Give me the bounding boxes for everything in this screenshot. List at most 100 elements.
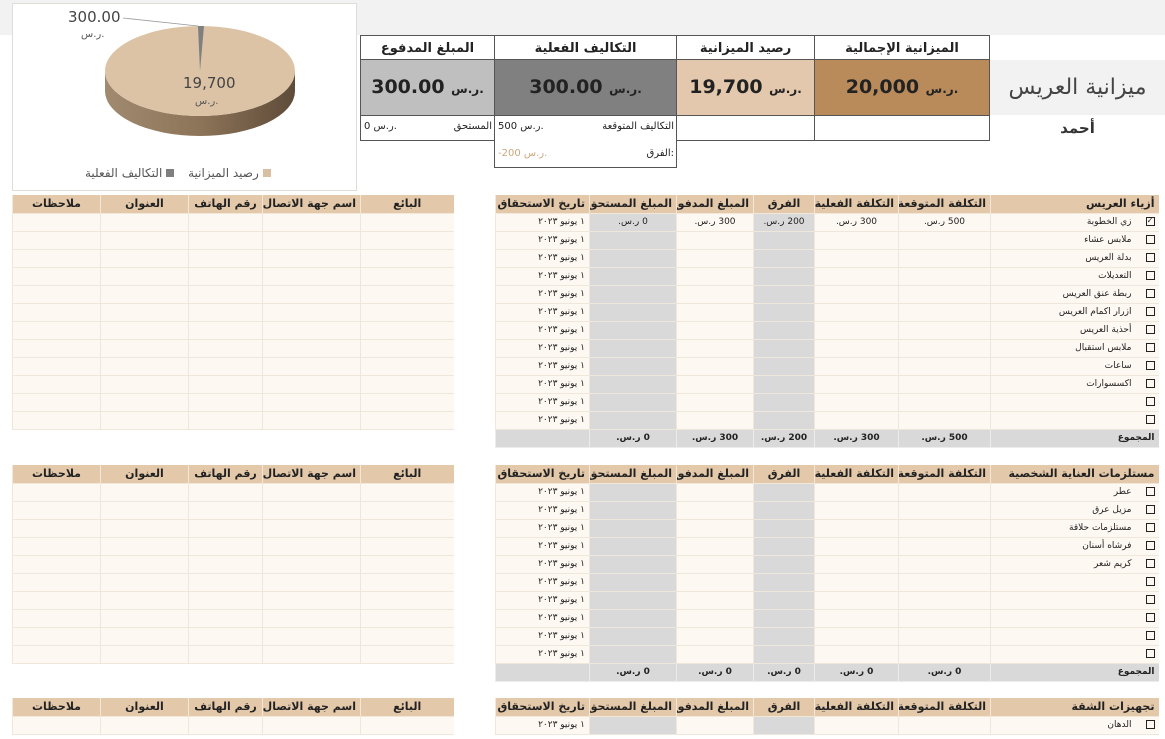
owner-name[interactable]: أحمد (1060, 119, 1095, 137)
vendor-cell[interactable] (262, 393, 361, 412)
vendor-cell[interactable] (188, 609, 263, 628)
vendor-cell[interactable] (100, 231, 189, 250)
vendor-cell[interactable] (100, 375, 189, 394)
vendor-cell[interactable] (12, 627, 101, 646)
item-cell[interactable] (990, 411, 1159, 430)
expected-cell[interactable] (898, 519, 991, 538)
diff-cell[interactable] (753, 357, 815, 376)
vendor-cell[interactable] (262, 231, 361, 250)
vendor-cell[interactable] (262, 411, 361, 430)
item-cell[interactable] (990, 591, 1159, 610)
actual-cell[interactable] (814, 393, 899, 412)
vendor-cell[interactable] (100, 411, 189, 430)
vendor-cell[interactable] (188, 519, 263, 538)
vendor-cell[interactable] (100, 519, 189, 538)
vendor-cell[interactable] (188, 483, 263, 502)
vendor-cell[interactable] (12, 555, 101, 574)
expected-cell[interactable] (898, 393, 991, 412)
checkbox[interactable] (1145, 289, 1155, 298)
vendor-cell[interactable] (360, 591, 454, 610)
diff-cell[interactable] (753, 555, 815, 574)
vendor-cell[interactable] (262, 249, 361, 268)
diff-cell[interactable] (753, 231, 815, 250)
diff-cell[interactable] (753, 591, 815, 610)
vendor-cell[interactable] (262, 716, 361, 735)
vendor-cell[interactable] (12, 375, 101, 394)
expected-cell[interactable] (898, 231, 991, 250)
vendor-cell[interactable] (12, 285, 101, 304)
vendor-cell[interactable] (100, 573, 189, 592)
vendor-cell[interactable] (188, 555, 263, 574)
vendor-cell[interactable] (188, 231, 263, 250)
paid-cell[interactable] (676, 303, 754, 322)
paid-cell[interactable] (676, 285, 754, 304)
actual-cell[interactable] (814, 357, 899, 376)
vendor-cell[interactable] (360, 716, 454, 735)
vendor-cell[interactable] (262, 591, 361, 610)
vendor-cell[interactable] (12, 645, 101, 664)
date-cell[interactable]: ١ يونيو ٢٠٢٣ (495, 339, 590, 358)
vendor-cell[interactable] (360, 483, 454, 502)
vendor-cell[interactable] (262, 555, 361, 574)
date-cell[interactable]: ١ يونيو ٢٠٢٣ (495, 573, 590, 592)
item-cell[interactable] (990, 645, 1159, 664)
checkbox[interactable] (1145, 595, 1155, 604)
vendor-cell[interactable] (360, 519, 454, 538)
diff-cell[interactable] (753, 285, 815, 304)
diff-cell[interactable] (753, 393, 815, 412)
vendor-cell[interactable] (262, 627, 361, 646)
expected-cell[interactable] (898, 573, 991, 592)
due-cell[interactable] (589, 645, 677, 664)
vendor-cell[interactable] (360, 501, 454, 520)
vendor-cell[interactable] (100, 591, 189, 610)
checkbox[interactable] (1145, 613, 1155, 622)
vendor-cell[interactable] (100, 357, 189, 376)
checkbox[interactable] (1145, 541, 1155, 550)
paid-cell[interactable] (676, 411, 754, 430)
actual-cell[interactable] (814, 321, 899, 340)
actual-cell[interactable] (814, 303, 899, 322)
diff-cell[interactable] (753, 627, 815, 646)
expected-cell[interactable] (898, 249, 991, 268)
expected-cell[interactable] (898, 339, 991, 358)
checkbox[interactable] (1145, 325, 1155, 334)
actual-cell[interactable] (814, 591, 899, 610)
vendor-cell[interactable] (360, 645, 454, 664)
due-cell[interactable] (589, 591, 677, 610)
vendor-cell[interactable] (262, 645, 361, 664)
vendor-cell[interactable] (188, 267, 263, 286)
item-cell[interactable]: بدلة العريس (990, 249, 1159, 268)
paid-cell[interactable] (676, 393, 754, 412)
vendor-cell[interactable] (12, 321, 101, 340)
due-cell[interactable] (589, 249, 677, 268)
actual-cell[interactable] (814, 609, 899, 628)
vendor-cell[interactable] (188, 627, 263, 646)
vendor-cell[interactable] (262, 321, 361, 340)
vendor-cell[interactable] (12, 537, 101, 556)
due-cell[interactable] (589, 303, 677, 322)
due-cell[interactable] (589, 357, 677, 376)
paid-cell[interactable] (676, 339, 754, 358)
vendor-cell[interactable] (360, 231, 454, 250)
expected-cell[interactable] (898, 267, 991, 286)
vendor-cell[interactable] (100, 213, 189, 232)
vendor-cell[interactable] (12, 519, 101, 538)
vendor-cell[interactable] (12, 231, 101, 250)
vendor-cell[interactable] (100, 483, 189, 502)
checkbox[interactable]: ✓ (1145, 216, 1155, 226)
actual-cell[interactable] (814, 375, 899, 394)
date-cell[interactable]: ١ يونيو ٢٠٢٣ (495, 267, 590, 286)
paid-cell[interactable] (676, 483, 754, 502)
due-cell[interactable] (589, 501, 677, 520)
diff-cell[interactable] (753, 645, 815, 664)
due-cell[interactable] (589, 519, 677, 538)
item-cell[interactable]: مزيل عرق (990, 501, 1159, 520)
vendor-cell[interactable] (12, 573, 101, 592)
item-cell[interactable]: عطر (990, 483, 1159, 502)
vendor-cell[interactable] (100, 249, 189, 268)
date-cell[interactable]: ١ يونيو ٢٠٢٣ (495, 303, 590, 322)
paid-cell[interactable] (676, 645, 754, 664)
checkbox[interactable] (1145, 361, 1155, 370)
expected-cell[interactable] (898, 375, 991, 394)
paid-cell[interactable] (676, 519, 754, 538)
